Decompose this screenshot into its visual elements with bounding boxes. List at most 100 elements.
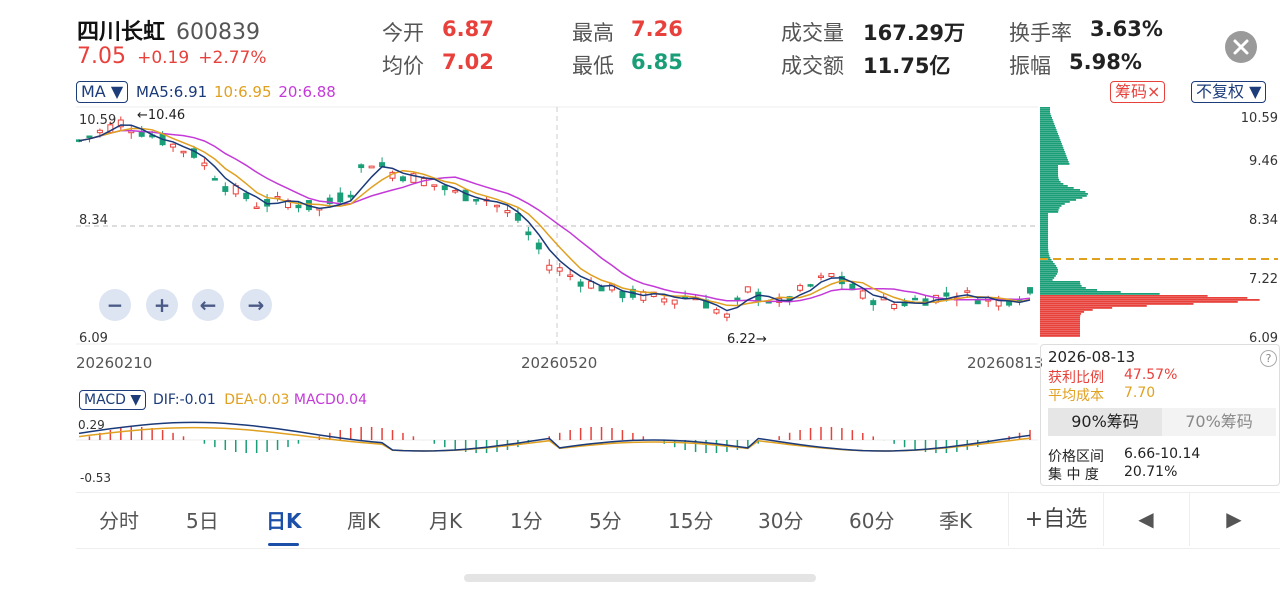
concentration-value: 20.71% [1124,464,1178,480]
candle-body [441,185,448,191]
high-value: 7.26 [631,17,683,41]
amplitude-value: 5.98% [1069,50,1142,74]
zoom-in-button[interactable]: + [146,289,178,321]
tab-5min[interactable]: 5分 [589,509,622,533]
candle-body [1006,301,1013,306]
candle-body [138,131,145,137]
chip-bar [1040,159,1068,161]
chip-bar [1040,273,1058,275]
chip-bar [1040,269,1058,271]
minus-icon: − [106,293,124,317]
chip-bar [1040,277,1055,279]
price-range-value: 6.66-10.14 [1124,446,1201,462]
chip-bar [1040,261,1054,263]
ma10-line [78,127,1031,307]
tab-90-chips[interactable]: 90%筹码 [1048,408,1162,436]
chip-bar [1040,221,1048,223]
add-watchlist-button[interactable]: +自选 [1008,493,1104,546]
chevron-down-icon: ▼ [110,82,124,101]
prev-page-button[interactable]: ◀ [1103,493,1190,546]
concentration-label: 集 中 度 [1048,467,1099,483]
chip-bar [1040,133,1059,135]
stock-code: 600839 [176,20,260,45]
tab-70-chips[interactable]: 70%筹码 [1185,412,1253,431]
open-value: 6.87 [442,17,494,41]
chip-bar [1040,169,1059,171]
avg-value: 7.02 [442,50,494,74]
chip-bar [1040,227,1048,229]
date-mid: 20260520 [521,354,598,372]
candle-body [295,204,302,209]
macd-y-top: 0.29 [78,418,105,432]
chip-bar [1040,279,1053,281]
tab-quarterly-k[interactable]: 季K [939,509,973,533]
period-tab-bar [76,492,1280,549]
zoom-out-button[interactable]: − [99,289,131,321]
tab-monthly-k[interactable]: 月K [429,509,463,533]
tab-weekly-k[interactable]: 周K [347,509,381,533]
chip-bar [1040,213,1048,215]
chip-bar [1040,323,1081,325]
chip-bar [1040,121,1054,123]
scroll-right-button[interactable]: → [240,289,272,321]
chip-bar [1040,239,1049,241]
tab-intraday[interactable]: 分时 [99,509,139,533]
chips-axis-2: 9.46 [1249,154,1278,169]
candle-body [514,213,521,221]
price-line: 7.05 +0.19 +2.77% [77,44,267,69]
chip-bar [1040,291,1121,293]
tab-1min[interactable]: 1分 [510,509,543,533]
candle-body [964,290,971,293]
high-label: 最高 [572,21,614,45]
tab-15min[interactable]: 15分 [668,509,714,533]
plus-icon: + [153,293,171,317]
chip-bar [1040,299,1260,301]
chip-bar [1040,275,1056,277]
candle-body [671,299,678,305]
chips-toggle-label: 筹码 [1115,82,1148,101]
chip-bar [1040,183,1064,185]
chip-bar [1040,283,1081,285]
home-indicator [464,574,816,582]
tab-5day[interactable]: 5日 [186,509,219,533]
chevron-down-icon: ▼ [130,392,142,408]
macd-selector[interactable]: MACD ▼ [79,390,147,410]
chip-bar [1040,307,1113,309]
chip-bar [1040,143,1062,145]
scroll-left-button[interactable]: ← [192,289,224,321]
chip-bar [1040,201,1070,203]
tab-daily-k[interactable]: 日K [266,509,302,533]
candle-body [347,194,354,198]
candle-body [546,264,553,271]
macd-histogram [88,426,1031,454]
turnover-label: 换手率 [1009,21,1072,45]
chip-bar [1040,265,1057,267]
candle-body [723,313,730,318]
tab-60min[interactable]: 60分 [849,509,895,533]
chip-bar [1040,149,1065,151]
chip-bar [1040,219,1048,221]
ma-selector-label: MA [81,82,106,101]
chip-bar [1040,157,1068,159]
low-value: 6.85 [631,50,683,74]
kline-chart[interactable]: 10.59 8.34 6.09 ←10.46 6.22→ [0,100,1040,380]
help-icon[interactable]: ? [1260,350,1277,367]
ma-selector[interactable]: MA ▼ [76,81,129,103]
tab-30min[interactable]: 30分 [758,509,804,533]
chip-bar [1040,129,1057,131]
chips-toggle[interactable]: 筹码× [1110,81,1166,103]
macd-chart[interactable]: 0.29 -0.53 [0,410,1040,488]
candle-body [253,206,260,210]
close-button[interactable] [1225,31,1257,63]
chip-bar [1040,335,1080,337]
chip-bar [1040,253,1049,255]
chips-bars [1040,107,1260,337]
adjust-selector[interactable]: 不复权 ▼ [1191,81,1267,103]
next-page-button[interactable]: ▶ [1226,507,1242,531]
candle-body [734,297,741,301]
chip-bar [1040,199,1077,201]
chip-bar [1040,175,1059,177]
candle-body [1027,287,1033,294]
candle-body [326,197,333,205]
chip-bar [1040,135,1059,137]
